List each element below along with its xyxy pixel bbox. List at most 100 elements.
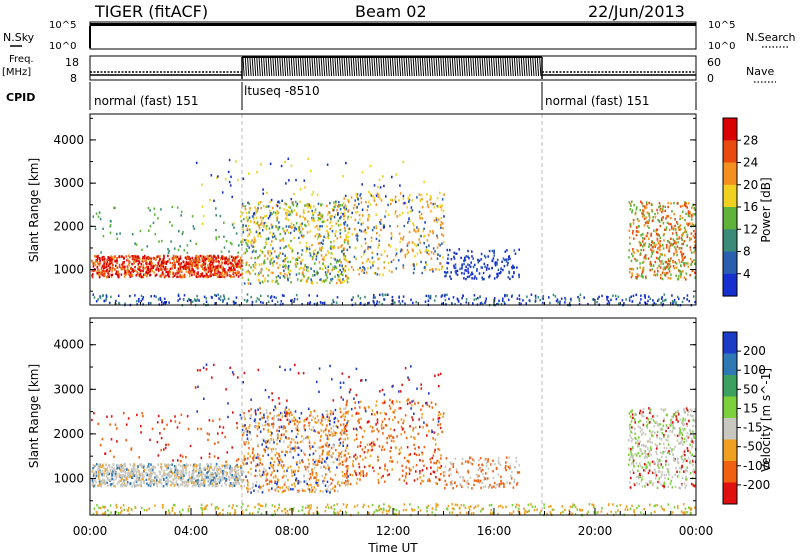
data-cell bbox=[661, 300, 664, 303]
data-cell bbox=[513, 271, 515, 274]
data-cell bbox=[227, 297, 230, 300]
data-cell bbox=[318, 211, 321, 215]
data-cell bbox=[325, 444, 327, 447]
freq-hatch-line bbox=[509, 57, 512, 77]
data-cell bbox=[130, 468, 133, 471]
data-cell bbox=[159, 478, 161, 481]
freq-hatch-line bbox=[355, 57, 358, 77]
data-cell bbox=[183, 273, 186, 276]
data-cell bbox=[375, 237, 378, 241]
data-cell bbox=[322, 262, 324, 266]
data-cell bbox=[261, 424, 264, 427]
data-cell bbox=[661, 219, 663, 222]
data-cell bbox=[396, 215, 398, 218]
data-cell bbox=[312, 426, 315, 429]
data-cell bbox=[679, 228, 681, 231]
data-cell bbox=[356, 195, 358, 199]
data-cell bbox=[178, 271, 181, 274]
data-cell bbox=[241, 243, 243, 246]
data-cell bbox=[476, 269, 478, 272]
data-cell bbox=[326, 415, 329, 418]
data-cell bbox=[255, 481, 258, 484]
data-cell bbox=[330, 220, 332, 223]
data-cell bbox=[358, 202, 360, 206]
data-cell bbox=[244, 251, 247, 254]
data-cell bbox=[637, 249, 640, 253]
data-cell bbox=[235, 301, 237, 305]
data-cell bbox=[242, 480, 244, 483]
data-cell bbox=[672, 302, 674, 305]
data-cell bbox=[384, 293, 386, 297]
data-cell bbox=[409, 219, 411, 222]
data-cell bbox=[302, 460, 304, 464]
data-cell bbox=[653, 244, 656, 247]
data-cell bbox=[184, 267, 187, 270]
data-cell bbox=[248, 246, 250, 249]
data-cell bbox=[658, 264, 660, 267]
data-cell bbox=[151, 480, 154, 483]
data-cell bbox=[121, 482, 123, 485]
data-cell bbox=[372, 264, 374, 267]
data-cell bbox=[110, 256, 112, 259]
data-cell bbox=[215, 228, 217, 232]
data-cell bbox=[264, 277, 266, 280]
data-cell bbox=[267, 439, 270, 442]
data-cell bbox=[453, 251, 456, 254]
data-cell bbox=[225, 470, 227, 474]
data-cell bbox=[167, 271, 170, 274]
data-cell bbox=[290, 239, 292, 243]
data-cell bbox=[116, 257, 118, 260]
data-cell bbox=[656, 267, 659, 270]
data-cell bbox=[334, 473, 337, 477]
data-cell bbox=[160, 481, 162, 484]
data-cell bbox=[153, 271, 155, 274]
data-cell bbox=[320, 241, 323, 244]
data-cell bbox=[201, 205, 204, 208]
freq-hatch-line bbox=[539, 57, 542, 77]
data-cell bbox=[657, 242, 660, 245]
data-cell bbox=[106, 263, 109, 266]
data-cell bbox=[308, 247, 311, 251]
data-cell bbox=[630, 259, 633, 263]
data-cell bbox=[368, 301, 370, 305]
data-cell bbox=[303, 474, 306, 478]
data-cell bbox=[291, 250, 293, 254]
data-cell bbox=[109, 483, 112, 486]
data-cell bbox=[243, 217, 245, 221]
data-cell bbox=[364, 228, 367, 232]
data-cell bbox=[308, 453, 311, 457]
data-cell bbox=[307, 210, 310, 213]
data-cell bbox=[150, 301, 152, 305]
data-cell bbox=[96, 266, 99, 269]
data-cell bbox=[311, 468, 313, 471]
data-cell bbox=[103, 264, 105, 267]
data-cell bbox=[145, 265, 148, 269]
data-cell bbox=[658, 219, 660, 223]
data-cell bbox=[145, 478, 148, 481]
data-cell bbox=[259, 461, 261, 465]
data-cell bbox=[465, 265, 467, 268]
data-cell bbox=[254, 206, 256, 209]
colorbar-swatch bbox=[723, 229, 737, 253]
data-cell bbox=[194, 482, 196, 485]
data-cell bbox=[216, 467, 218, 470]
data-cell bbox=[667, 259, 670, 262]
data-cell bbox=[276, 429, 278, 432]
data-cell bbox=[230, 482, 233, 485]
data-cell bbox=[118, 272, 120, 276]
data-cell bbox=[373, 301, 375, 304]
data-cell bbox=[670, 202, 672, 205]
colorbar-swatch bbox=[723, 140, 737, 164]
data-cell bbox=[305, 224, 307, 228]
data-cell bbox=[97, 268, 99, 271]
data-cell bbox=[346, 476, 348, 479]
data-cell bbox=[197, 266, 199, 269]
data-cell bbox=[492, 257, 495, 260]
data-cell bbox=[672, 260, 674, 264]
data-cell bbox=[267, 453, 270, 457]
data-cell bbox=[196, 479, 199, 482]
data-cell bbox=[274, 280, 277, 284]
data-cell bbox=[293, 192, 295, 196]
data-cell bbox=[361, 171, 364, 174]
data-cell bbox=[276, 469, 279, 473]
